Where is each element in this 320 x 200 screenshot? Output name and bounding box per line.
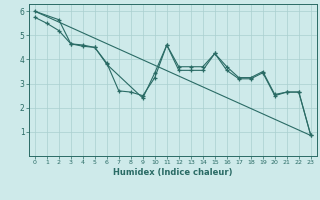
X-axis label: Humidex (Indice chaleur): Humidex (Indice chaleur)	[113, 168, 233, 177]
